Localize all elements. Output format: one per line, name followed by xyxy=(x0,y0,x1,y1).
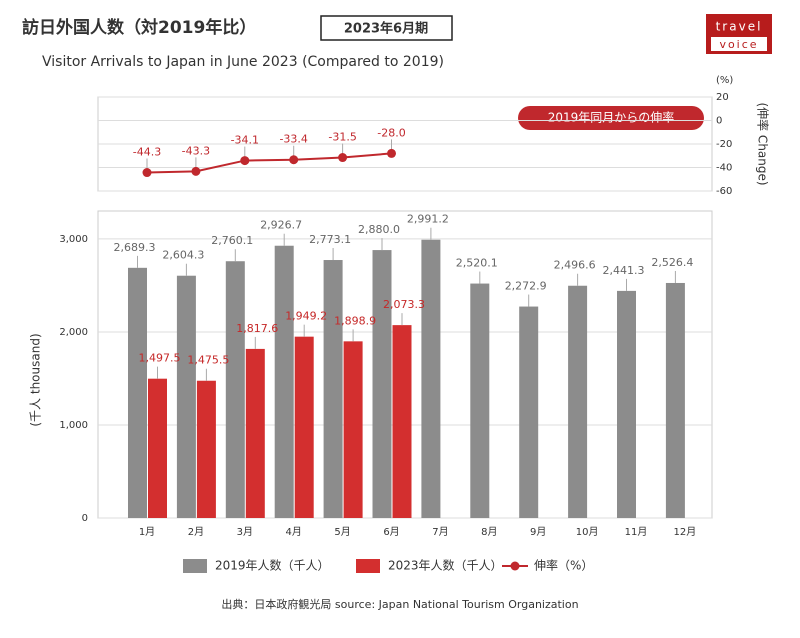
data-label: 1,817.6 xyxy=(236,322,278,335)
source: 出典：日本政府観光局 source: Japan National Touris… xyxy=(221,597,578,611)
badge-box xyxy=(320,15,453,41)
data-label: 2,496.6 xyxy=(554,259,596,272)
y2-unit: (%) xyxy=(716,75,733,86)
x-tick-label: 7月 xyxy=(432,526,448,538)
x-tick-label: 1月 xyxy=(139,526,155,538)
legend-label: 2023年人数（千人） xyxy=(388,558,503,573)
data-label: -44.3 xyxy=(133,146,161,159)
data-label: -33.4 xyxy=(279,133,307,146)
chart-title: 訪日外国人数（対2019年比） xyxy=(22,17,256,38)
data-label: 2,760.1 xyxy=(211,234,253,247)
bar xyxy=(323,260,343,518)
data-label: 2,991.2 xyxy=(407,213,449,226)
data-label: 2,441.3 xyxy=(603,264,645,277)
y-tick-label: 1,000 xyxy=(59,420,88,431)
y2-tick-label: 0 xyxy=(716,116,722,127)
subtitle: Visitor Arrivals to Japan in June 2023 (… xyxy=(42,54,444,70)
data-label: 2,773.1 xyxy=(309,233,351,246)
bar xyxy=(148,378,167,518)
point xyxy=(191,166,201,176)
data-label: -31.5 xyxy=(328,131,356,144)
bar xyxy=(128,267,147,518)
bar xyxy=(196,380,216,518)
y-label: (千人 thousand) xyxy=(29,333,43,426)
x-tick-label: 10月 xyxy=(576,526,599,538)
bar xyxy=(372,250,392,518)
x-tick-label: 12月 xyxy=(674,526,697,538)
legend-swatch xyxy=(510,561,520,571)
data-label: 2,526.4 xyxy=(651,256,693,269)
badge: 2023年6月期 xyxy=(344,21,428,37)
data-label: 1,949.2 xyxy=(285,310,327,323)
legend-swatch xyxy=(183,559,207,573)
data-label: -28.0 xyxy=(377,126,405,139)
annotation-pill xyxy=(518,106,704,130)
data-label: 2,520.1 xyxy=(456,257,498,270)
x-tick-label: 11月 xyxy=(625,526,648,538)
data-label: 2,073.3 xyxy=(383,298,425,311)
bar xyxy=(421,239,441,518)
y2-tick-label: -60 xyxy=(716,186,732,197)
x-tick-label: 8月 xyxy=(481,526,497,538)
x-tick-label: 9月 xyxy=(530,526,546,538)
bar xyxy=(294,336,314,518)
point xyxy=(387,148,396,158)
x-tick-label: 3月 xyxy=(237,526,253,538)
x-tick-label: 6月 xyxy=(383,526,399,538)
data-label: -34.1 xyxy=(231,134,259,147)
data-label: 1,497.5 xyxy=(139,352,181,365)
y2-tick-label: -20 xyxy=(716,139,732,150)
data-label: 2,926.7 xyxy=(260,219,302,232)
bar xyxy=(343,341,363,518)
logo-inner xyxy=(711,37,767,51)
legend-swatch xyxy=(356,559,380,573)
y2-tick-label: -40 xyxy=(716,163,732,174)
point xyxy=(142,168,152,178)
data-label: 2,272.9 xyxy=(505,280,547,293)
data-label: 1,475.5 xyxy=(187,354,229,367)
bar xyxy=(176,275,196,518)
y-tick-label: 0 xyxy=(82,513,88,524)
x-tick-label: 2月 xyxy=(188,526,204,538)
x-tick-label: 5月 xyxy=(334,526,350,538)
bar xyxy=(392,325,412,518)
logo-top: travel xyxy=(716,20,763,34)
legend-label: 2019年人数（千人） xyxy=(215,558,330,573)
logo-bottom: voice xyxy=(719,38,758,51)
legend-label: 伸率（%） xyxy=(534,558,593,573)
line xyxy=(146,152,392,174)
x-tick-label: 4月 xyxy=(286,526,302,538)
data-label: 2,604.3 xyxy=(162,249,204,262)
bar xyxy=(519,306,539,518)
point xyxy=(338,153,348,163)
point xyxy=(289,155,299,165)
bar xyxy=(245,348,265,518)
y2-tick-label: 20 xyxy=(716,92,729,103)
y2-label: (伸率 Change) xyxy=(756,102,771,185)
data-label: 2,689.3 xyxy=(114,241,156,254)
bar xyxy=(470,283,490,518)
annotation: 2019年同月からの伸率 xyxy=(548,110,675,125)
data-label: -43.3 xyxy=(182,144,210,157)
y-tick-label: 3,000 xyxy=(59,234,88,245)
bar xyxy=(568,285,588,518)
y-tick-label: 2,000 xyxy=(59,327,88,338)
data-label: 1,898.9 xyxy=(334,314,376,327)
bar xyxy=(617,290,636,518)
bar xyxy=(665,282,685,518)
point xyxy=(240,156,250,166)
bar xyxy=(225,261,245,518)
bar xyxy=(274,245,294,518)
data-label: 2,880.0 xyxy=(358,223,400,236)
